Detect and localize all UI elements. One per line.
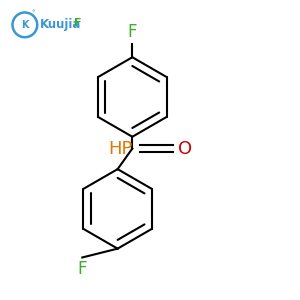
Text: F: F <box>77 260 87 278</box>
Text: O: O <box>178 140 192 158</box>
Text: K: K <box>21 20 28 30</box>
Text: °: ° <box>32 11 35 17</box>
Text: F: F <box>74 17 82 28</box>
Text: HP: HP <box>108 140 132 158</box>
Text: F: F <box>128 23 137 41</box>
Text: Kuujia: Kuujia <box>40 18 82 32</box>
